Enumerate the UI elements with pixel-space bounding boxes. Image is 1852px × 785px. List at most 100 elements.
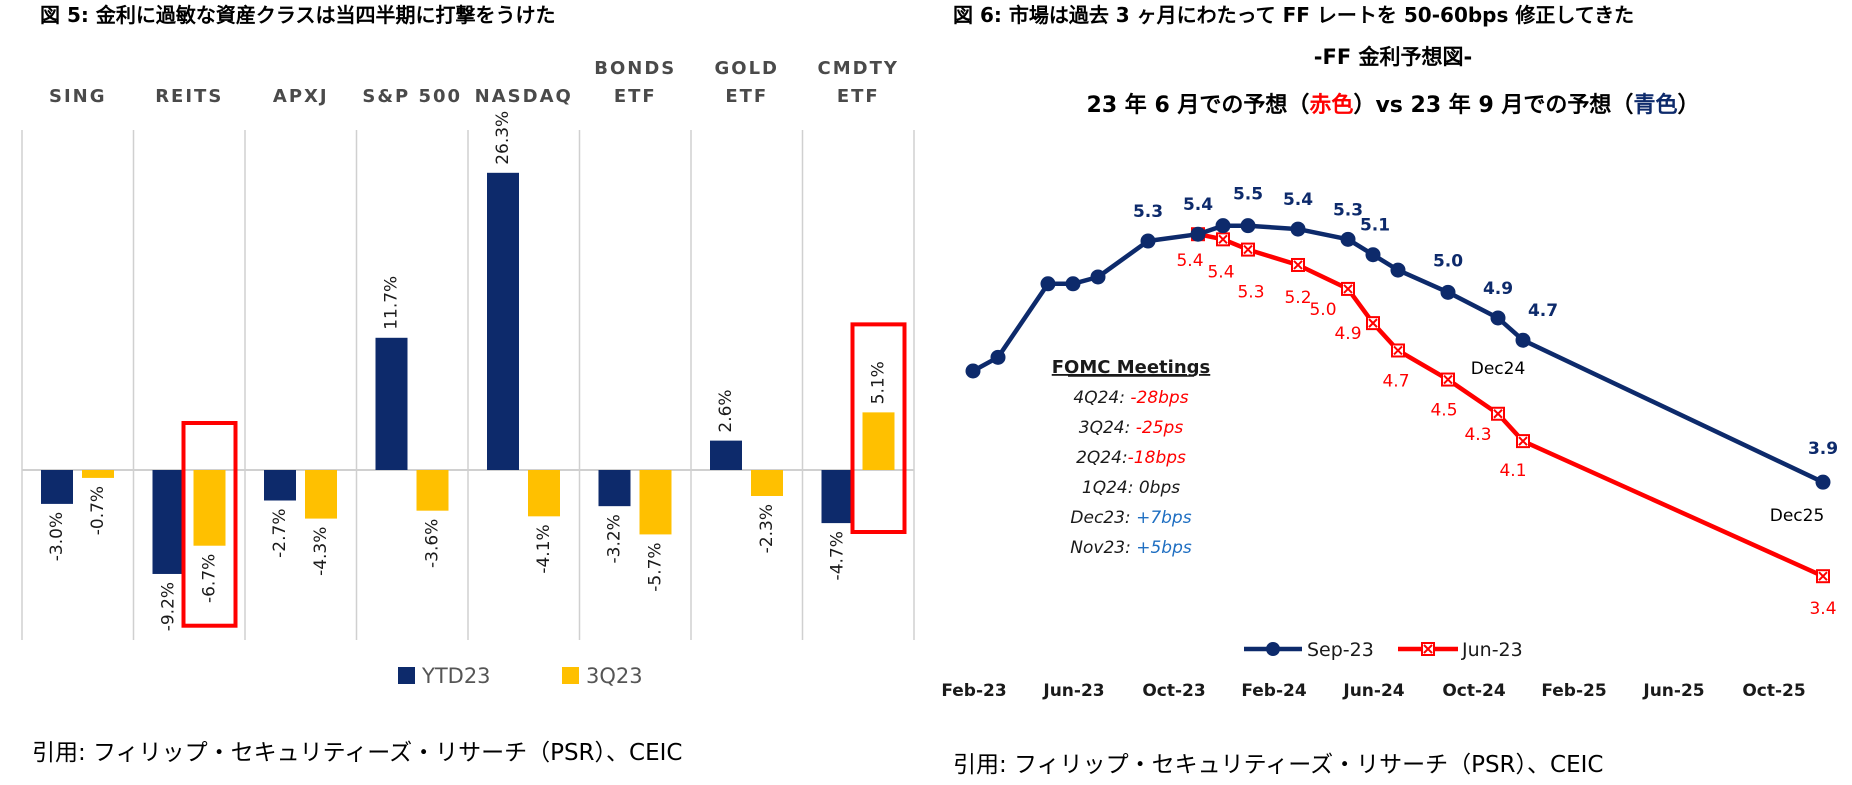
subtitle2-post: ） <box>1677 93 1699 118</box>
point-jun-23-2024-05 <box>1341 281 1355 296</box>
point-jun-23-2024-03 <box>1291 257 1305 272</box>
point-label-jun-23-2023-11: 5.4 <box>1176 251 1203 271</box>
fomc-row-dec23: Dec23: +7bps <box>1070 508 1191 528</box>
bar-data-labels: -3.0% -0.7% -9.2% -6.7% -2.7% -4.3% 11.7% -3.6%… <box>47 111 889 631</box>
point-label-jun-23-2024-11: 4.3 <box>1464 425 1491 445</box>
x-tick-feb-24: Feb-24 <box>1241 681 1307 701</box>
legend-marker-sep-23 <box>1266 642 1280 656</box>
bar-3q23-sing <box>82 470 114 478</box>
subtitle2-pre: 23 年 6 月での予想（ <box>1087 92 1310 118</box>
line-legend: Sep-23 Jun-23 <box>1244 639 1523 661</box>
point-jun-23-2024-09 <box>1441 372 1455 387</box>
point-label-sep-23-2024-09: 5.0 <box>1433 251 1463 271</box>
category-label-sandp-500: S&P 500 <box>362 86 462 107</box>
category-label-apxj: APXJ <box>273 86 329 107</box>
point-jun-23-2024-06 <box>1366 316 1380 331</box>
bar-ytd23-sing <box>41 470 73 504</box>
legend-label-3q23: 3Q23 <box>586 664 643 688</box>
legend-swatch-3q23 <box>562 667 579 684</box>
right-chart-subtitle: -FF 金利予想図- <box>1314 45 1472 69</box>
point-label-sep-23-2024-11: 4.9 <box>1483 279 1513 299</box>
bars <box>41 172 895 574</box>
bar-3q23-cmdty-etf <box>862 412 895 470</box>
point-label-jun-23-2024-09: 4.5 <box>1430 401 1457 421</box>
point-jun-23-2024-11 <box>1491 406 1505 421</box>
point-jun-23-2024-07 <box>1391 343 1405 358</box>
left-chart-title: 図 5: 金利に過敏な資産クラスは当四半期に打撃をうけた <box>40 3 555 27</box>
point-label-jun-23-2024-07: 4.7 <box>1382 371 1409 391</box>
point-sep-23-2023-09 <box>1140 233 1156 249</box>
point-label-sep-23-2023-11: 5.4 <box>1183 195 1213 215</box>
line-data-labels: 5.45.45.3 5.25.04.94.74.54.34.13.45.3 5.45… <box>1133 185 1838 620</box>
line-chart-panel: 図 6: 市場は過去 3 ヶ月にわたって FF レートを 50-60bps 修正… <box>941 3 1838 778</box>
x-tick-feb-23: Feb-23 <box>941 681 1006 701</box>
data-label-ytd23-cmdty-etf: -4.7% <box>828 531 848 580</box>
data-label-3q23-sing: -0.7% <box>88 486 108 535</box>
point-label-sep-23-2025-12: 3.9 <box>1808 439 1838 459</box>
category-label-sing: SING <box>49 86 107 107</box>
right-chart-subtitle-2: 23 年 6 月での予想（赤色）vs 23 年 9 月での予想（青色） <box>1087 92 1700 118</box>
data-label-ytd23-sing: -3.0% <box>47 512 67 561</box>
point-sep-23-2023-07 <box>1090 269 1106 285</box>
point-jun-23-2023-12 <box>1216 232 1230 247</box>
fomc-meetings-annotation: FOMC Meetings 4Q24: -28bps 3Q24: -25ps 2Q24… <box>1052 357 1211 558</box>
point-sep-23-2024-03 <box>1290 221 1306 237</box>
point-sep-23-2024-01 <box>1240 218 1256 234</box>
point-sep-23-2023-02 <box>965 363 981 379</box>
legend-swatch-ytd23 <box>398 667 415 684</box>
point-label-sep-23-2024-12: 4.7 <box>1528 301 1558 321</box>
left-source: 引用: フィリップ・セキュリティーズ・リサーチ（PSR）、CEIC <box>32 740 682 766</box>
point-sep-23-2023-12 <box>1215 218 1231 234</box>
data-label-3q23-cmdty-etf: 5.1% <box>869 361 889 404</box>
legend-label-sep-23: Sep-23 <box>1307 639 1374 661</box>
point-label-sep-23-2023-09: 5.3 <box>1133 202 1163 222</box>
bar-ytd23-cmdty-etf <box>821 470 854 524</box>
highlight-boxes <box>181 322 907 628</box>
point-jun-23-2025-12 <box>1816 569 1830 584</box>
bar-ytd23-bonds-etf <box>598 470 631 507</box>
x-tick-jun-25: Jun-25 <box>1642 681 1704 701</box>
annotation-dec24: Dec24 <box>1471 359 1526 379</box>
data-label-3q23-sandp-500: -3.6% <box>423 519 443 568</box>
highlight-box-reits <box>181 421 238 628</box>
point-sep-23-2023-06 <box>1065 276 1081 292</box>
point-label-jun-23-2024-06: 4.9 <box>1334 324 1361 344</box>
point-sep-23-2024-06 <box>1365 247 1381 263</box>
fomc-row-nov23: Nov23: +5bps <box>1070 538 1192 558</box>
category-label-reits: REITS <box>155 86 223 107</box>
point-label-jun-23-2025-12: 3.4 <box>1809 599 1836 619</box>
data-label-3q23-apxj: -4.3% <box>311 527 331 576</box>
subtitle2-red: 赤色 <box>1309 92 1353 118</box>
data-label-3q23-gold-etf: -2.3% <box>757 504 777 553</box>
point-sep-23-2023-03 <box>990 349 1006 365</box>
bar-3q23-apxj <box>305 470 337 519</box>
point-sep-23-2023-05 <box>1040 276 1056 292</box>
data-label-ytd23-nasdaq: 26.3% <box>493 111 513 165</box>
legend-label-jun-23: Jun-23 <box>1461 639 1523 661</box>
data-label-3q23-reits: -6.7% <box>200 554 220 603</box>
bar-ytd23-apxj <box>264 470 296 501</box>
legend-marker-jun-23 <box>1421 642 1435 656</box>
bar-3q23-bonds-etf <box>639 470 672 535</box>
data-label-ytd23-apxj: -2.7% <box>270 509 290 558</box>
point-sep-23-2023-11 <box>1190 226 1206 242</box>
point-label-jun-23-2024-01: 5.3 <box>1237 283 1264 303</box>
bar-legend: YTD23 3Q23 <box>398 664 643 688</box>
point-sep-23-2024-05 <box>1340 231 1356 247</box>
point-sep-23-2024-07 <box>1390 262 1406 278</box>
subtitle2-blue: 青色 <box>1633 92 1677 118</box>
point-label-jun-23-2024-12: 4.1 <box>1499 461 1526 481</box>
annotation-dec25: Dec25 <box>1770 506 1825 526</box>
point-jun-23-2024-01 <box>1241 242 1255 257</box>
fomc-row-2q24: 2Q24:-18bps <box>1076 448 1186 468</box>
point-label-sep-23-2024-06: 5.1 <box>1360 216 1390 236</box>
series-jun-23 <box>1191 227 1830 584</box>
x-tick-jun-24: Jun-24 <box>1342 681 1404 701</box>
point-label-sep-23-2024-01: 5.5 <box>1233 185 1263 205</box>
point-sep-23-2024-11 <box>1490 310 1506 326</box>
data-label-ytd23-gold-etf: 2.6% <box>716 389 736 432</box>
data-label-3q23-nasdaq: -4.1% <box>534 524 554 573</box>
right-source: 引用: フィリップ・セキュリティーズ・リサーチ（PSR）、CEIC <box>953 752 1603 778</box>
data-label-3q23-bonds-etf: -5.7% <box>646 542 666 591</box>
bar-3q23-gold-etf <box>751 470 783 496</box>
